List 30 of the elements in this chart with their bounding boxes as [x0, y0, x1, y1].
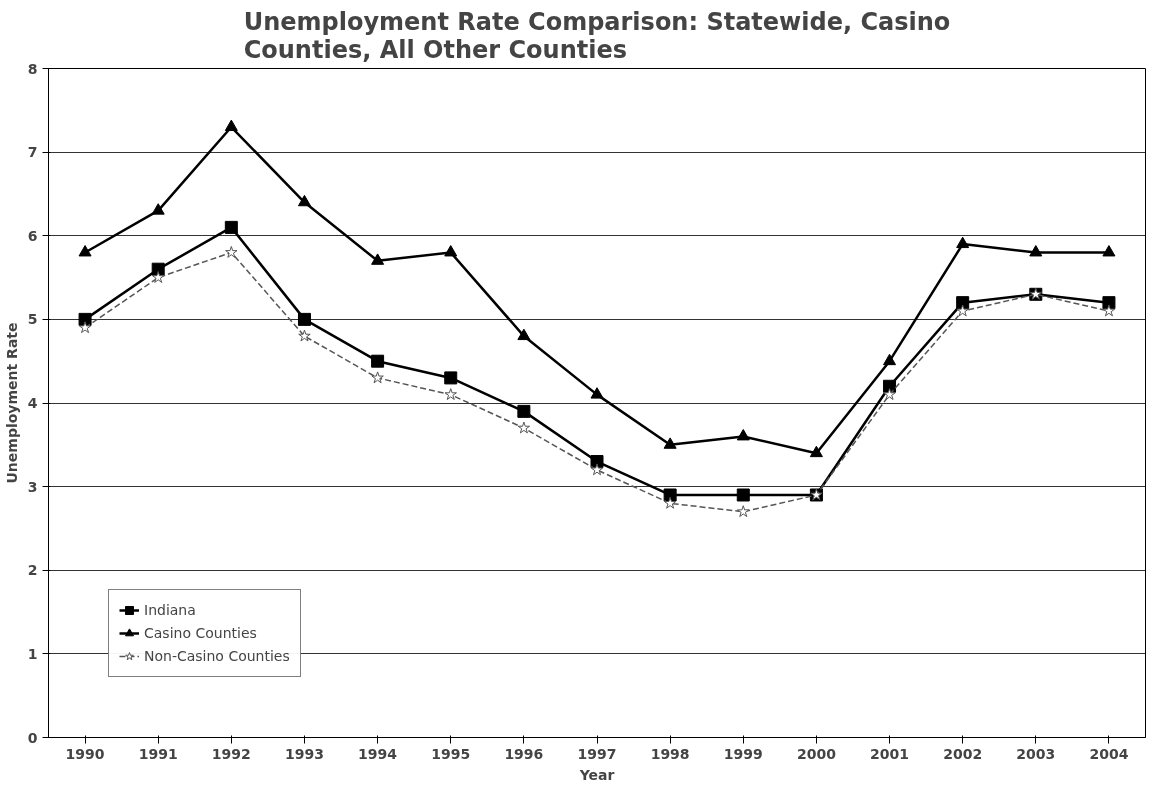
- chart-title: Unemployment Rate Comparison: Statewide, Casino Counties, All Other Counties: [243, 7, 951, 64]
- y-tick-label: 6: [27, 227, 38, 244]
- x-tick-label: 1992: [211, 745, 251, 762]
- y-tick-label: 7: [27, 144, 38, 161]
- legend-label: Casino Counties: [144, 625, 257, 641]
- x-axis-title: Year: [578, 766, 615, 783]
- legend-label: Non-Casino Counties: [144, 648, 290, 664]
- y-tick-label: 1: [27, 645, 38, 662]
- x-tick-label: 1998: [650, 745, 690, 762]
- x-tick-label: 1995: [431, 745, 471, 762]
- x-tick-label: 2000: [796, 745, 837, 762]
- x-tick-label: 2004: [1089, 745, 1129, 762]
- x-tick-label: 1999: [723, 745, 763, 762]
- y-tick-label: 2: [27, 562, 38, 579]
- x-tick-label: 1991: [138, 745, 178, 762]
- legend-label: Indiana: [144, 602, 196, 618]
- x-tick-label: 1997: [577, 745, 617, 762]
- x-tick-label: 1996: [504, 745, 544, 762]
- x-tick-label: 2002: [943, 745, 983, 762]
- x-tick-label: 2003: [1016, 745, 1056, 762]
- x-tick-label: 2001: [870, 745, 910, 762]
- y-tick-label: 5: [27, 311, 38, 328]
- y-axis-title: Unemployment Rate: [3, 322, 20, 484]
- y-tick-label: 0: [27, 729, 38, 746]
- y-tick-label: 3: [27, 478, 38, 495]
- x-tick-label: 1993: [284, 745, 324, 762]
- y-tick-label: 4: [27, 395, 38, 411]
- x-tick-label: 1994: [358, 745, 398, 762]
- y-tick-label: 8: [27, 60, 38, 77]
- x-tick-label: 1990: [65, 745, 105, 762]
